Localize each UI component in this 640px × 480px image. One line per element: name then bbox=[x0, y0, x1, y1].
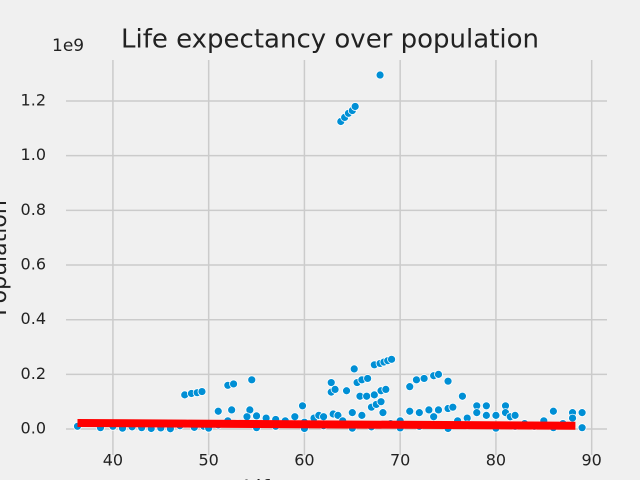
y-axis-label: Population bbox=[0, 200, 12, 316]
x-axis-label: Life expectancy bbox=[243, 477, 417, 480]
y-offset-label: 1e9 bbox=[52, 36, 84, 56]
point bbox=[330, 384, 340, 394]
point bbox=[491, 410, 501, 420]
point bbox=[443, 376, 453, 386]
point bbox=[510, 410, 520, 420]
y-tick-label: 1.0 bbox=[21, 145, 46, 164]
point bbox=[247, 375, 257, 385]
x-tick-label: 80 bbox=[486, 451, 506, 470]
point bbox=[290, 412, 300, 422]
point bbox=[577, 408, 587, 418]
x-tick-label: 90 bbox=[581, 451, 601, 470]
point bbox=[481, 401, 491, 411]
point bbox=[434, 405, 443, 415]
y-tick-label: 0.8 bbox=[21, 200, 46, 219]
point bbox=[481, 410, 491, 420]
point bbox=[424, 405, 434, 415]
point bbox=[429, 412, 439, 422]
point bbox=[387, 354, 396, 364]
point bbox=[548, 406, 558, 416]
point bbox=[378, 408, 388, 418]
point bbox=[349, 364, 359, 374]
point bbox=[362, 391, 372, 401]
point bbox=[577, 423, 587, 433]
grid bbox=[66, 60, 607, 455]
point bbox=[342, 386, 351, 396]
point bbox=[347, 408, 357, 418]
point bbox=[229, 379, 238, 389]
y-tick-label: 1.2 bbox=[21, 91, 46, 110]
point bbox=[458, 391, 467, 401]
point bbox=[333, 410, 343, 420]
regression-line bbox=[77, 419, 576, 430]
point bbox=[213, 406, 223, 416]
point bbox=[197, 387, 207, 396]
y-tick-label: 0.0 bbox=[21, 419, 46, 438]
point bbox=[227, 405, 237, 415]
point bbox=[448, 402, 458, 412]
point bbox=[252, 411, 261, 421]
point bbox=[434, 369, 443, 379]
point bbox=[298, 401, 307, 411]
x-tick-label: 40 bbox=[103, 451, 123, 470]
y-tick-label: 0.2 bbox=[21, 364, 46, 383]
x-tick-label: 70 bbox=[390, 451, 410, 470]
point bbox=[381, 384, 391, 394]
x-tick-label: 50 bbox=[198, 451, 218, 470]
point bbox=[405, 406, 415, 416]
y-tick-label: 0.4 bbox=[21, 309, 46, 328]
point bbox=[363, 374, 373, 383]
point bbox=[326, 378, 336, 387]
point bbox=[369, 390, 379, 400]
point bbox=[375, 70, 385, 80]
point bbox=[357, 410, 367, 420]
x-tick-label: 60 bbox=[294, 451, 314, 470]
point bbox=[568, 413, 577, 423]
point bbox=[412, 375, 421, 385]
chart-title: Life expectancy over population bbox=[121, 25, 539, 55]
point bbox=[376, 397, 386, 407]
point bbox=[472, 408, 482, 418]
point bbox=[319, 412, 328, 422]
point bbox=[414, 408, 424, 418]
point bbox=[350, 102, 360, 111]
y-tick-label: 0.6 bbox=[21, 255, 46, 274]
point bbox=[405, 382, 415, 392]
point bbox=[419, 374, 429, 383]
plot-area bbox=[73, 70, 587, 434]
point bbox=[242, 412, 252, 422]
